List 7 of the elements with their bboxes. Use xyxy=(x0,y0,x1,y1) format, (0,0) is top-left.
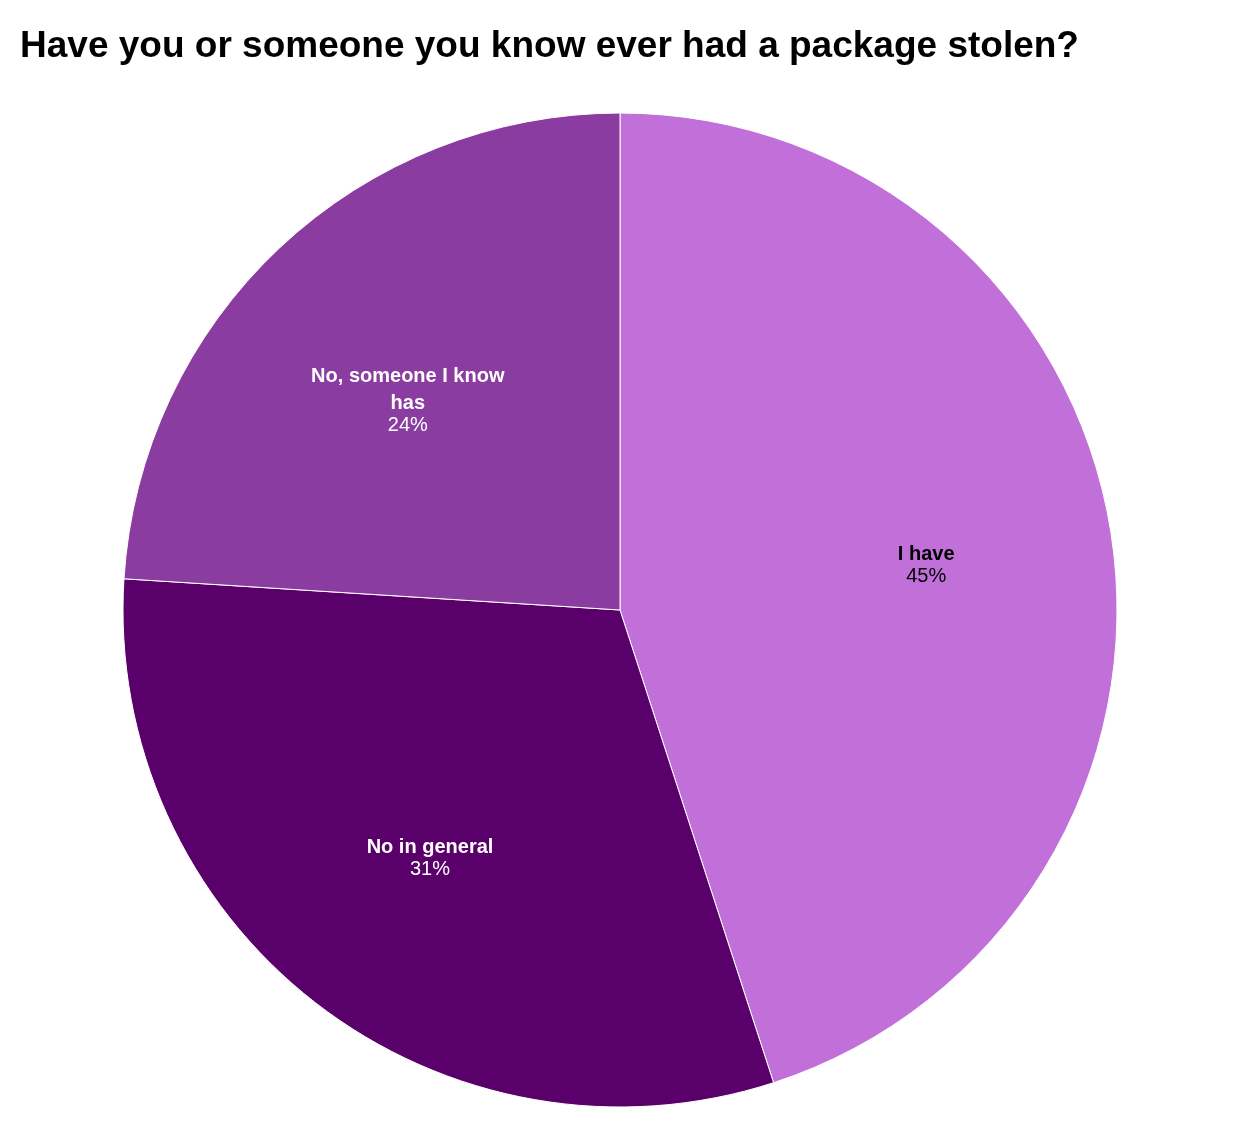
data-label: 31% xyxy=(409,856,451,879)
data-label: 45% xyxy=(906,563,947,586)
slice-label: No in general xyxy=(366,834,494,857)
chart-title: Have you or someone you know ever had a package stolen? xyxy=(20,24,1079,65)
slice-label: No, someone I know has xyxy=(311,364,505,414)
slice-label: I have xyxy=(897,541,955,564)
data-label: 24% xyxy=(387,413,429,436)
